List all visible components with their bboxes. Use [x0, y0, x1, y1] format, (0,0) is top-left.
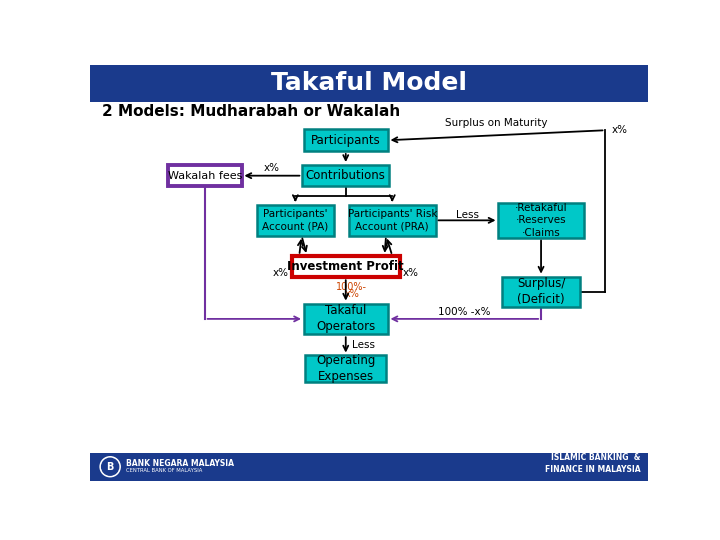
Text: Participants' Risk
Account (PRA): Participants' Risk Account (PRA)	[348, 209, 437, 232]
FancyBboxPatch shape	[168, 165, 241, 186]
Text: BANK NEGARA MALAYSIA: BANK NEGARA MALAYSIA	[126, 459, 234, 468]
Text: Operating
Expenses: Operating Expenses	[316, 354, 375, 383]
FancyBboxPatch shape	[304, 130, 387, 151]
Text: Less: Less	[352, 340, 375, 350]
Text: CENTRAL BANK OF MALAYSIA: CENTRAL BANK OF MALAYSIA	[126, 468, 202, 473]
Text: Investment Profit: Investment Profit	[287, 260, 404, 273]
Text: x%: x%	[403, 268, 419, 278]
Text: Surplus on Maturity: Surplus on Maturity	[445, 118, 548, 129]
Text: x%: x%	[611, 125, 628, 135]
Text: ·Retakaful
·Reserves
·Claims: ·Retakaful ·Reserves ·Claims	[515, 203, 567, 238]
Text: ISLAMIC BANKING  &
FINANCE IN MALAYSIA: ISLAMIC BANKING & FINANCE IN MALAYSIA	[544, 453, 640, 474]
FancyBboxPatch shape	[349, 205, 436, 236]
FancyBboxPatch shape	[503, 276, 580, 307]
FancyBboxPatch shape	[498, 203, 584, 238]
Text: x%: x%	[264, 163, 280, 173]
Text: Takaful
Operators: Takaful Operators	[316, 305, 375, 333]
FancyBboxPatch shape	[256, 205, 334, 236]
Text: 100% -x%: 100% -x%	[438, 307, 490, 317]
Text: Surplus/
(Deficit): Surplus/ (Deficit)	[517, 278, 565, 306]
Circle shape	[100, 457, 120, 477]
FancyBboxPatch shape	[302, 165, 389, 186]
Text: Less: Less	[456, 210, 479, 220]
Text: Participants'
Account (PA): Participants' Account (PA)	[262, 209, 328, 232]
Text: x%: x%	[273, 268, 289, 278]
Text: Takaful Model: Takaful Model	[271, 71, 467, 95]
Text: Wakalah fees: Wakalah fees	[168, 171, 242, 181]
Text: x%: x%	[344, 289, 359, 299]
Text: Contributions: Contributions	[306, 169, 386, 182]
FancyBboxPatch shape	[292, 256, 400, 278]
Bar	[90, 65, 648, 102]
Text: 2 Models: Mudharabah or Wakalah: 2 Models: Mudharabah or Wakalah	[102, 104, 400, 119]
FancyBboxPatch shape	[304, 303, 387, 334]
Text: 100%-: 100%-	[336, 281, 367, 292]
Text: B: B	[107, 462, 114, 472]
Circle shape	[102, 458, 119, 475]
FancyBboxPatch shape	[305, 355, 387, 382]
Text: Participants: Participants	[311, 134, 381, 147]
Bar	[90, 453, 648, 481]
